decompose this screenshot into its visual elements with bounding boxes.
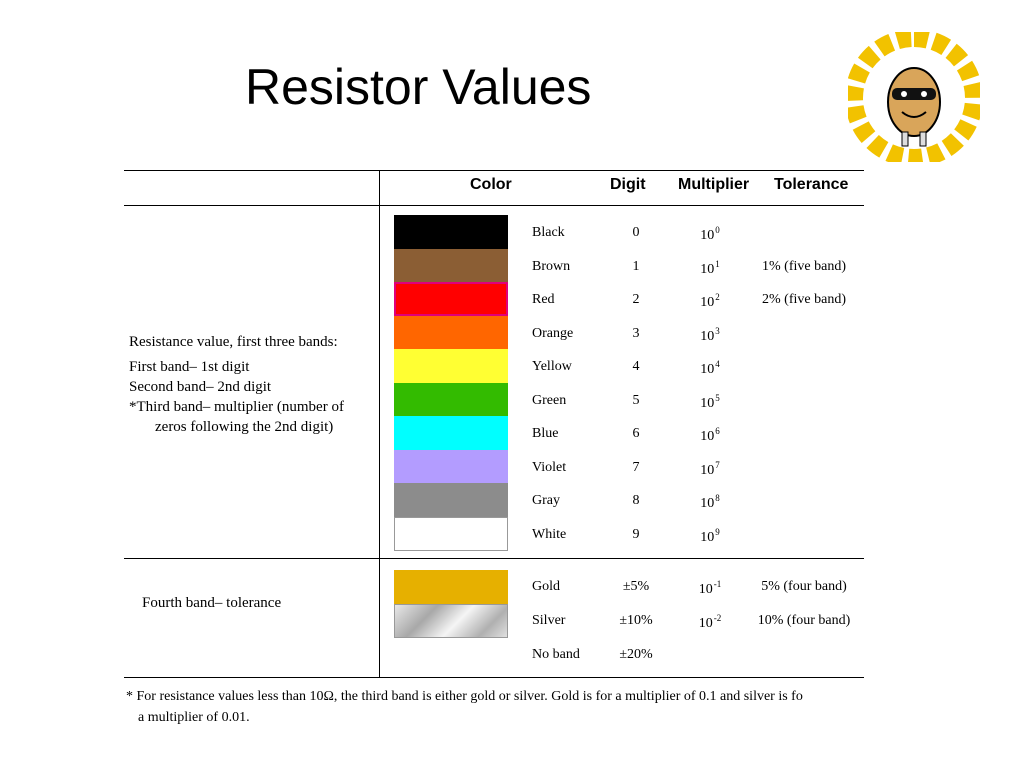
color-name: White — [532, 526, 567, 542]
digit-value: 7 — [632, 459, 640, 475]
multiplier-base: 10 — [700, 295, 715, 310]
color-name: Blue — [532, 426, 559, 441]
multiplier-value: 104 — [680, 359, 740, 378]
multiplier-value: 100 — [680, 225, 740, 244]
multiplier-base: 10 — [700, 362, 715, 377]
color-name: No band — [532, 647, 580, 662]
multiplier-exponent: 1 — [715, 258, 720, 269]
multiplier-base: 10 — [700, 328, 715, 344]
color-name: Brown — [532, 258, 571, 274]
digit-value: 4 — [632, 359, 640, 374]
color-name: Orange — [532, 325, 574, 341]
color-name: Silver — [532, 613, 566, 628]
color-swatch-orange — [394, 315, 508, 350]
digit-value: 5 — [632, 392, 640, 408]
color-name: Green — [532, 392, 567, 408]
multiplier-value: 106 — [680, 426, 740, 445]
header-rule — [124, 205, 864, 206]
section2-heading: Fourth band– tolerance — [142, 595, 282, 611]
slide-title: Resistor Values — [245, 59, 592, 115]
multiplier-value: 107 — [680, 460, 740, 479]
color-swatch-brown — [394, 248, 508, 283]
section1-line: zeros following the 2nd digit) — [155, 419, 334, 435]
section1-line: Second band– 2nd digit — [129, 379, 272, 395]
header-tolerance: Tolerance — [774, 176, 849, 193]
header-color: Color — [470, 176, 512, 193]
multiplier-value: 109 — [680, 527, 740, 546]
digit-value: 6 — [632, 426, 640, 441]
digit-value: 2 — [632, 292, 640, 307]
digit-value: 1 — [632, 258, 640, 274]
tolerance-value: 1% (five band) — [762, 258, 846, 274]
multiplier-exponent: 8 — [715, 493, 720, 503]
color-swatch-yellow — [394, 349, 508, 383]
tolerance-value: 10% (four band) — [757, 613, 851, 628]
multiplier-exponent: 4 — [715, 359, 720, 369]
multiplier-base: 10 — [700, 462, 715, 478]
multiplier-base: 10 — [700, 496, 715, 511]
table-top-rule — [124, 170, 864, 171]
digit-value: ±20% — [619, 647, 653, 662]
multiplier-value: 10-1 — [680, 579, 740, 598]
color-name: Black — [532, 225, 565, 240]
header-multiplier: Multiplier — [678, 176, 750, 193]
digit-value: 0 — [632, 225, 640, 240]
color-name: Yellow — [532, 359, 572, 374]
color-name: Violet — [532, 459, 567, 475]
section1-heading: Resistance value, first three bands: — [129, 334, 338, 350]
multiplier-value: 103 — [680, 326, 740, 345]
multiplier-value: 105 — [680, 393, 740, 412]
column-divider — [379, 170, 380, 678]
multiplier-base: 10 — [698, 582, 713, 597]
multiplier-base: 10 — [700, 395, 715, 411]
color-swatch-gold — [394, 570, 508, 604]
digit-value: ±10% — [619, 613, 653, 628]
multiplier-value: 108 — [680, 493, 740, 512]
footnote-line: * For resistance values less than 10Ω, t… — [126, 689, 803, 704]
multiplier-base: 10 — [698, 616, 713, 631]
color-swatch-white — [394, 516, 508, 551]
digit-value: ±5% — [622, 579, 650, 594]
section-rule — [124, 558, 864, 559]
color-swatch-blue — [394, 416, 508, 450]
multiplier-exponent: 9 — [715, 526, 720, 537]
section1-line: First band– 1st digit — [129, 359, 250, 375]
multiplier-value: 101 — [680, 259, 740, 278]
color-swatch-red — [394, 282, 508, 316]
footnote-line: a multiplier of 0.01. — [138, 710, 250, 725]
color-name: Gray — [532, 493, 560, 508]
team-taters-logo — [848, 32, 980, 162]
tolerance-value: 5% (four band) — [761, 579, 847, 594]
multiplier-base: 10 — [700, 529, 715, 545]
multiplier-value: 102 — [680, 292, 740, 311]
section1-line: *Third band– multiplier (number of — [129, 399, 344, 415]
multiplier-exponent: 3 — [715, 325, 720, 336]
multiplier-base: 10 — [700, 228, 715, 243]
multiplier-base: 10 — [700, 429, 715, 444]
header-digit: Digit — [610, 176, 646, 193]
multiplier-exponent: -2 — [713, 613, 722, 623]
multiplier-exponent: 5 — [715, 392, 720, 403]
table-bottom-rule — [124, 677, 864, 678]
color-name: Gold — [532, 579, 560, 594]
color-name: Red — [532, 292, 555, 307]
multiplier-exponent: 2 — [715, 292, 720, 302]
tolerance-value: 2% (five band) — [762, 292, 846, 307]
multiplier-base: 10 — [700, 261, 715, 277]
color-swatch-green — [394, 382, 508, 417]
multiplier-value: 10-2 — [680, 613, 740, 632]
digit-value: 8 — [632, 493, 640, 508]
color-swatch-violet — [394, 449, 508, 484]
multiplier-exponent: 6 — [715, 426, 720, 436]
footnote: * For resistance values less than 10Ω, t… — [126, 686, 803, 728]
multiplier-exponent: 0 — [715, 225, 720, 235]
multiplier-exponent: -1 — [713, 579, 722, 589]
multiplier-exponent: 7 — [715, 459, 720, 470]
digit-value: 9 — [632, 526, 640, 542]
color-swatch-silver — [394, 604, 508, 638]
color-swatch-black — [394, 215, 508, 249]
digit-value: 3 — [632, 325, 640, 341]
color-swatch-gray — [394, 483, 508, 517]
